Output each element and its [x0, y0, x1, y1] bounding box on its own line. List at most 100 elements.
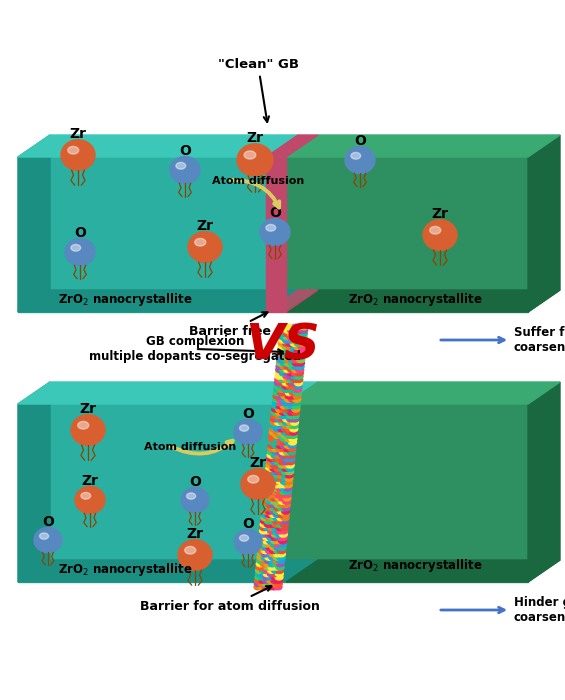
Ellipse shape — [260, 519, 268, 524]
Ellipse shape — [286, 347, 294, 353]
Ellipse shape — [294, 380, 302, 386]
Text: Suffer from grain
coarsening: Suffer from grain coarsening — [514, 326, 565, 354]
Ellipse shape — [283, 413, 291, 419]
Ellipse shape — [270, 508, 277, 514]
Polygon shape — [266, 157, 286, 312]
Ellipse shape — [430, 226, 441, 234]
Ellipse shape — [274, 384, 282, 389]
Ellipse shape — [271, 574, 279, 580]
Text: Zr: Zr — [81, 475, 98, 489]
Ellipse shape — [291, 416, 299, 422]
Ellipse shape — [289, 390, 297, 395]
Ellipse shape — [275, 456, 283, 461]
Ellipse shape — [288, 446, 296, 452]
Ellipse shape — [274, 584, 282, 590]
Polygon shape — [18, 382, 318, 404]
Ellipse shape — [279, 380, 286, 386]
Ellipse shape — [280, 324, 288, 330]
Ellipse shape — [285, 430, 293, 435]
Ellipse shape — [270, 430, 277, 435]
Ellipse shape — [277, 554, 285, 560]
Ellipse shape — [170, 157, 200, 183]
Ellipse shape — [283, 374, 291, 379]
Ellipse shape — [268, 568, 276, 573]
Ellipse shape — [268, 489, 276, 494]
Ellipse shape — [278, 426, 286, 432]
Polygon shape — [18, 560, 318, 582]
Ellipse shape — [288, 367, 295, 372]
Ellipse shape — [244, 151, 256, 159]
Ellipse shape — [266, 502, 274, 508]
Ellipse shape — [188, 232, 222, 262]
Ellipse shape — [300, 324, 308, 330]
Ellipse shape — [282, 341, 290, 346]
Ellipse shape — [286, 384, 294, 389]
Ellipse shape — [258, 545, 266, 550]
Ellipse shape — [281, 397, 289, 402]
Ellipse shape — [263, 538, 271, 544]
Ellipse shape — [288, 364, 296, 370]
Ellipse shape — [280, 489, 288, 494]
Ellipse shape — [281, 473, 289, 478]
Ellipse shape — [280, 410, 288, 415]
Ellipse shape — [290, 337, 299, 343]
Ellipse shape — [274, 463, 282, 468]
Ellipse shape — [279, 498, 286, 504]
Ellipse shape — [257, 552, 266, 557]
Ellipse shape — [175, 160, 195, 179]
Ellipse shape — [267, 531, 275, 537]
Ellipse shape — [34, 527, 62, 552]
Ellipse shape — [266, 225, 276, 231]
Ellipse shape — [266, 466, 274, 471]
Ellipse shape — [234, 419, 262, 445]
Text: Zr: Zr — [432, 206, 449, 220]
Ellipse shape — [278, 505, 286, 511]
Ellipse shape — [283, 456, 291, 461]
Ellipse shape — [276, 449, 284, 455]
Ellipse shape — [286, 466, 294, 471]
Ellipse shape — [274, 423, 282, 428]
Ellipse shape — [298, 341, 306, 346]
Ellipse shape — [176, 162, 186, 169]
Ellipse shape — [273, 552, 281, 557]
Ellipse shape — [276, 403, 284, 409]
Text: O: O — [354, 134, 366, 148]
Ellipse shape — [275, 377, 282, 382]
Ellipse shape — [281, 469, 289, 475]
Ellipse shape — [285, 354, 293, 359]
Ellipse shape — [281, 393, 289, 399]
Ellipse shape — [292, 364, 300, 370]
Ellipse shape — [292, 403, 300, 409]
Ellipse shape — [277, 430, 285, 435]
Ellipse shape — [266, 505, 274, 511]
Ellipse shape — [287, 413, 295, 419]
Ellipse shape — [288, 331, 295, 337]
Ellipse shape — [65, 239, 95, 265]
Ellipse shape — [295, 331, 303, 337]
Ellipse shape — [279, 370, 288, 376]
Ellipse shape — [266, 552, 273, 557]
Ellipse shape — [275, 419, 282, 425]
Ellipse shape — [272, 564, 280, 570]
Ellipse shape — [278, 386, 286, 392]
Ellipse shape — [262, 581, 270, 587]
Ellipse shape — [271, 571, 279, 577]
Ellipse shape — [428, 224, 452, 246]
Ellipse shape — [264, 486, 272, 491]
Ellipse shape — [263, 492, 271, 498]
Ellipse shape — [254, 584, 262, 590]
Ellipse shape — [351, 153, 360, 159]
Ellipse shape — [288, 328, 295, 333]
Ellipse shape — [262, 548, 270, 554]
Ellipse shape — [265, 515, 273, 521]
Ellipse shape — [263, 498, 271, 504]
Ellipse shape — [290, 341, 298, 346]
Ellipse shape — [264, 223, 285, 241]
Ellipse shape — [262, 541, 270, 547]
Ellipse shape — [277, 512, 285, 517]
Ellipse shape — [259, 574, 267, 580]
Ellipse shape — [267, 449, 276, 455]
Ellipse shape — [264, 522, 272, 527]
Ellipse shape — [269, 473, 277, 478]
Text: Atom diffusion: Atom diffusion — [212, 176, 304, 186]
